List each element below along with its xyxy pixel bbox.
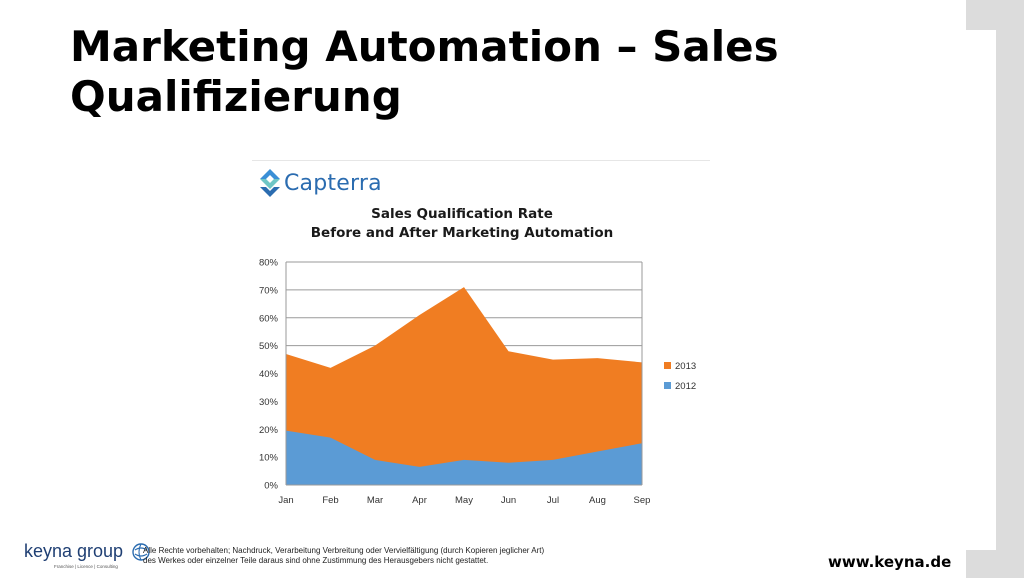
y-tick-label: 60% [259,313,279,324]
legend-label-2012: 2012 [675,381,696,392]
y-tick-label: 40% [259,369,279,380]
chart-title: Sales Qualification Rate Before and Afte… [252,205,672,243]
keyna-company-name: keyna group [24,541,124,561]
globe-icon [131,542,150,561]
x-tick-label: Apr [412,495,427,506]
figure-top-border [252,160,710,161]
copyright-notice: Alle Rechte vorbehalten; Nachdruck, Vera… [143,546,623,566]
chart-figure: Capterra Sales Qualification Rate Before… [252,160,710,512]
x-tick-label: Jan [278,495,293,506]
copyright-line-2: des Werkes oder einzelner Teile daraus s… [143,556,489,565]
x-tick-label: Mar [367,495,383,506]
y-tick-label: 30% [259,397,279,408]
x-tick-label: May [455,495,473,506]
chart-title-line-1: Sales Qualification Rate [371,206,553,222]
area-chart: 0% 10% 20% 30% 40% 50% 60% 70% 80% Jan Feb Mar Apr Ma… [259,258,696,507]
website-link[interactable]: www.keyna.de [828,553,952,571]
legend-label-2013: 2013 [675,361,696,372]
x-tick-label: Sep [634,495,651,506]
copyright-line-1: Alle Rechte vorbehalten; Nachdruck, Vera… [143,546,545,555]
area-series-2013 [286,287,642,485]
capterra-brand-name: Capterra [284,170,382,196]
x-tick-label: Feb [322,495,338,506]
y-tick-label: 0% [264,481,278,492]
y-tick-label: 10% [259,453,279,464]
x-tick-label: Aug [589,495,606,506]
capterra-brand: Capterra [260,168,382,198]
legend-swatch-2013 [664,362,671,369]
legend-swatch-2012 [664,382,671,389]
capterra-logo-icon [260,169,280,197]
right-edge-strip-inner [966,30,996,550]
y-tick-label: 70% [259,285,279,296]
y-tick-label: 20% [259,425,279,436]
slide-title: Marketing Automation – Sales Qualifizier… [70,22,779,121]
x-tick-label: Jul [547,495,559,506]
x-tick-label: Jun [501,495,516,506]
chart-title-line-2: Before and After Marketing Automation [310,225,614,241]
y-tick-label: 80% [259,258,279,269]
keyna-tagline: Franchise | Licence | Consulting [54,564,118,569]
area-series-2012 [286,430,642,485]
right-edge-strip [966,0,1024,578]
keyna-logo: keyna group Franchise | Licence | Consul… [24,541,150,571]
y-tick-label: 50% [259,341,279,352]
